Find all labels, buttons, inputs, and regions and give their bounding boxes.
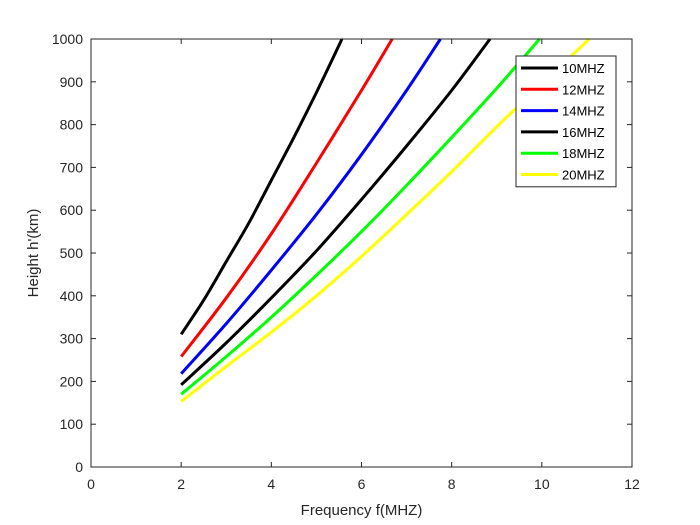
legend-label-18mhz: 18MHZ — [562, 146, 605, 161]
legend-label-16mhz: 16MHZ — [562, 125, 605, 140]
y-tick-label-2: 200 — [60, 373, 84, 389]
series-line-12mhz — [179, 38, 394, 358]
y-axis-label: Height h'(km) — [25, 209, 42, 298]
y-tick-label-6: 600 — [60, 202, 84, 218]
series-line-14mhz — [180, 38, 442, 375]
y-tick-label-10: 1000 — [52, 31, 83, 47]
x-axis-label: Frequency f(MHZ) — [301, 502, 423, 519]
y-tick-label-5: 500 — [60, 245, 84, 261]
y-tick-label-1: 100 — [60, 416, 84, 432]
x-axis-ticks: 0 2 4 6 8 10 12 — [87, 39, 640, 492]
legend-label-14mhz: 14MHZ — [562, 104, 605, 119]
legend-label-20mhz: 20MHZ — [562, 168, 605, 183]
legend-label-12mhz: 12MHZ — [562, 82, 605, 97]
y-tick-label-4: 400 — [60, 288, 84, 304]
y-tick-label-0: 0 — [75, 459, 83, 475]
x-tick-label-1: 2 — [177, 476, 185, 492]
x-tick-label-6: 12 — [624, 476, 640, 492]
y-tick-label-8: 800 — [60, 117, 84, 133]
y-axis-ticks: 0 100 200 300 400 500 600 700 800 900 1000 — [52, 31, 632, 475]
legend-label-10mhz: 10MHZ — [562, 61, 605, 76]
x-tick-label-2: 4 — [267, 476, 275, 492]
x-tick-label-4: 8 — [448, 476, 456, 492]
x-tick-label-5: 10 — [534, 476, 550, 492]
series-line-18mhz — [180, 38, 541, 396]
y-tick-label-9: 900 — [60, 74, 84, 90]
x-tick-label-0: 0 — [87, 476, 95, 492]
y-tick-label-3: 300 — [60, 331, 84, 347]
x-tick-label-3: 6 — [358, 476, 366, 492]
legend: 10MHZ 12MHZ 14MHZ 16MHZ 18MHZ 20MHZ — [515, 55, 617, 188]
series-line-10mhz — [179, 37, 344, 336]
y-tick-label-7: 700 — [60, 159, 84, 175]
series-line-16mhz — [180, 38, 492, 386]
legend-box — [515, 55, 617, 188]
